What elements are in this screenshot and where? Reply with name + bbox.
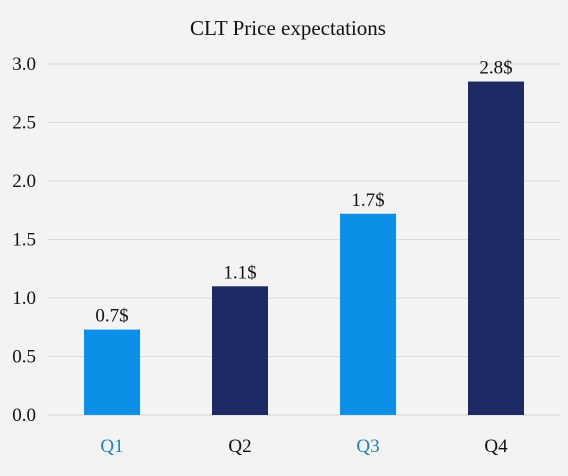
y-tick-label: 1.5 (12, 230, 36, 251)
data-label: 0.7$ (95, 306, 128, 327)
data-label: 1.7$ (351, 190, 384, 211)
x-tick-label: Q4 (484, 436, 508, 457)
y-tick-label: 1.0 (12, 288, 36, 309)
y-tick-label: 2.5 (12, 113, 36, 134)
y-tick-label: 3.0 (12, 54, 36, 75)
data-label: 2.8$ (479, 58, 512, 79)
x-tick-label: Q2 (228, 436, 251, 457)
bar-q2 (212, 286, 268, 415)
x-tick-label: Q3 (356, 436, 379, 457)
chart-title: CLT Price expectations (190, 16, 386, 40)
x-tick-label: Q1 (100, 436, 123, 457)
y-tick-label: 2.0 (12, 171, 36, 192)
bar-q4 (468, 81, 524, 416)
bar-q3 (340, 213, 396, 415)
bar-q1 (84, 329, 140, 415)
y-tick-label: 0.0 (12, 405, 36, 426)
data-label: 1.1$ (223, 262, 256, 283)
y-tick-label: 0.5 (12, 347, 36, 368)
